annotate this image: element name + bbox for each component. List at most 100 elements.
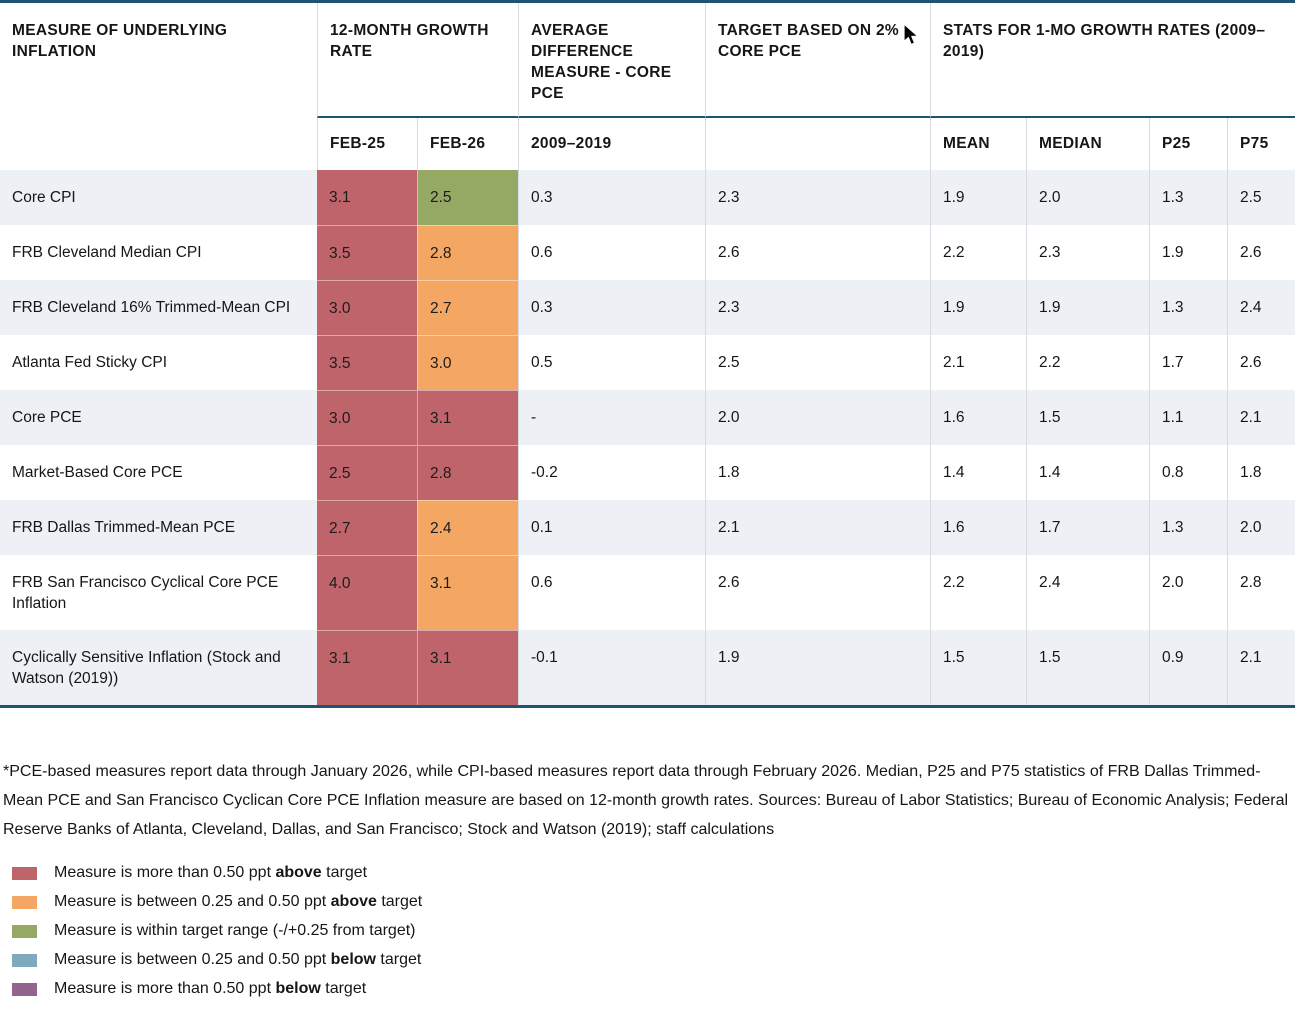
- cell-median: 2.3: [1026, 225, 1149, 280]
- table-row: Core PCE 3.0 3.1-2.0 1.6 1.5 1.1 2.1: [0, 390, 1295, 445]
- cell-feb26: 3.1: [417, 555, 518, 630]
- legend-item: Measure is more than 0.50 ppt below targ…: [12, 979, 1300, 999]
- row-measure-label: Core CPI: [12, 189, 76, 206]
- row-measure-label: FRB Cleveland 16% Trimmed-Mean CPI: [12, 299, 291, 316]
- subheader-period: 2009–2019: [518, 118, 705, 170]
- cell-avg-diff: 0.1: [518, 500, 705, 555]
- legend-swatch-red: [12, 866, 37, 880]
- cell-median: 2.0: [1026, 170, 1149, 225]
- cell-target: 1.8: [705, 445, 930, 500]
- cell-feb25: 3.1: [317, 630, 417, 705]
- row-measure-label: FRB San Francisco Cyclical Core PCE Infl…: [12, 574, 279, 612]
- legend-item: Measure is more than 0.50 ppt above targ…: [12, 863, 1300, 883]
- cell-avg-diff: 0.3: [518, 170, 705, 225]
- cell-mean: 1.5: [930, 630, 1026, 705]
- subheader-mean: MEAN: [930, 118, 1026, 170]
- header-stats: STATS FOR 1-MO GROWTH RATES (2009–2019): [930, 3, 1295, 118]
- subheader-feb-25: FEB-25: [317, 118, 417, 170]
- table-row: FRB Dallas Trimmed-Mean PCE 2.7 2.4 0.1 2.1 1…: [0, 500, 1295, 555]
- row-measure-label: Cyclically Sensitive Inflation (Stock an…: [12, 649, 281, 687]
- cell-mean: 2.2: [930, 555, 1026, 630]
- cell-feb25: 2.5: [317, 445, 417, 500]
- table-row: Atlanta Fed Sticky CPI 3.5 3.0 0.5 2.5 2.1 2.2…: [0, 335, 1295, 390]
- cell-p25: 1.7: [1149, 335, 1227, 390]
- cell-feb25: 3.5: [317, 225, 417, 280]
- cell-target: 2.6: [705, 555, 930, 630]
- cell-target: 2.6: [705, 225, 930, 280]
- cell-avg-diff: -0.2: [518, 445, 705, 500]
- legend-item: Measure is between 0.25 and 0.50 ppt abo…: [12, 892, 1300, 912]
- cell-median: 1.7: [1026, 500, 1149, 555]
- cell-target: 2.3: [705, 170, 930, 225]
- row-measure-label: Core PCE: [12, 409, 82, 426]
- cell-avg-diff: 0.3: [518, 280, 705, 335]
- cell-p75: 2.4: [1227, 280, 1295, 335]
- cell-p75: 2.6: [1227, 335, 1295, 390]
- row-measure-label: FRB Dallas Trimmed-Mean PCE: [12, 519, 236, 536]
- cell-feb25: 4.0: [317, 555, 417, 630]
- row-measure-label: Atlanta Fed Sticky CPI: [12, 354, 168, 371]
- cell-p75: 1.8: [1227, 445, 1295, 500]
- cell-mean: 2.1: [930, 335, 1026, 390]
- cell-p25: 1.1: [1149, 390, 1227, 445]
- cell-feb26: 3.0: [417, 335, 518, 390]
- legend-swatch-green: [12, 924, 37, 938]
- table-group-header-row: MEASURE OF UNDERLYING INFLATION 12-MONTH…: [0, 3, 1295, 118]
- cell-feb26: 2.8: [417, 225, 518, 280]
- cell-feb26: 2.5: [417, 170, 518, 225]
- cell-p75: 2.0: [1227, 500, 1295, 555]
- legend-swatch-blue: [12, 953, 37, 967]
- table-row: FRB San Francisco Cyclical Core PCE Infl…: [0, 555, 1295, 630]
- cell-avg-diff: 0.5: [518, 335, 705, 390]
- cell-avg-diff: 0.6: [518, 555, 705, 630]
- color-legend: Measure is more than 0.50 ppt above targ…: [12, 863, 1300, 999]
- table-row: FRB Cleveland 16% Trimmed-Mean CPI 3.0 2.7…: [0, 280, 1295, 335]
- cell-target: 2.0: [705, 390, 930, 445]
- cell-mean: 1.9: [930, 280, 1026, 335]
- cell-feb25: 3.5: [317, 335, 417, 390]
- cell-avg-diff: -: [518, 390, 705, 445]
- table-footnote: *PCE-based measures report data through …: [3, 763, 1289, 838]
- table-row: Cyclically Sensitive Inflation (Stock an…: [0, 630, 1295, 705]
- legend-label: Measure is between 0.25 and 0.50 ppt abo…: [54, 893, 423, 910]
- cell-median: 1.5: [1026, 390, 1149, 445]
- legend-label: Measure is more than 0.50 ppt above targ…: [54, 864, 368, 881]
- cell-mean: 2.2: [930, 225, 1026, 280]
- table-body: Core CPI 3.1 2.5 0.3 2.3 1.9 2.0 1.3 2.5 FRB Clev…: [0, 170, 1295, 705]
- cell-mean: 1.6: [930, 500, 1026, 555]
- subheader-blank-measure: [0, 118, 317, 170]
- cell-p75: 2.1: [1227, 390, 1295, 445]
- subheader-blank-target: [705, 118, 930, 170]
- inflation-measures-table: MEASURE OF UNDERLYING INFLATION 12-MONTH…: [0, 0, 1295, 708]
- table-row: Market-Based Core PCE 2.5 2.8 -0.2 1.8 1.4 1.4…: [0, 445, 1295, 500]
- row-measure-label: Market-Based Core PCE: [12, 464, 183, 481]
- legend-swatch-orange: [12, 895, 37, 909]
- cell-target: 2.1: [705, 500, 930, 555]
- cell-mean: 1.6: [930, 390, 1026, 445]
- cell-p75: 2.8: [1227, 555, 1295, 630]
- cell-p25: 1.9: [1149, 225, 1227, 280]
- cell-p25: 0.8: [1149, 445, 1227, 500]
- cell-median: 1.9: [1026, 280, 1149, 335]
- cell-mean: 1.4: [930, 445, 1026, 500]
- cell-feb26: 2.7: [417, 280, 518, 335]
- cell-target: 1.9: [705, 630, 930, 705]
- cell-feb25: 3.0: [317, 280, 417, 335]
- table-row: Core CPI 3.1 2.5 0.3 2.3 1.9 2.0 1.3 2.5: [0, 170, 1295, 225]
- cell-feb25: 3.0: [317, 390, 417, 445]
- cell-median: 2.2: [1026, 335, 1149, 390]
- cell-p75: 2.5: [1227, 170, 1295, 225]
- cell-median: 1.4: [1026, 445, 1149, 500]
- cell-p75: 2.1: [1227, 630, 1295, 705]
- cell-p25: 1.3: [1149, 170, 1227, 225]
- header-measure: MEASURE OF UNDERLYING INFLATION: [12, 22, 228, 60]
- cell-feb25: 3.1: [317, 170, 417, 225]
- legend-item: Measure is within target range (-/+0.25 …: [12, 921, 1300, 941]
- header-12-month-growth-rate: 12-MONTH GROWTH RATE: [317, 3, 518, 118]
- subheader-p75: P75: [1227, 118, 1295, 170]
- legend-label: Measure is more than 0.50 ppt below targ…: [54, 980, 367, 997]
- cell-p25: 1.3: [1149, 500, 1227, 555]
- legend-label: Measure is within target range (-/+0.25 …: [54, 922, 416, 939]
- subheader-feb-26: FEB-26: [417, 118, 518, 170]
- cell-avg-diff: -0.1: [518, 630, 705, 705]
